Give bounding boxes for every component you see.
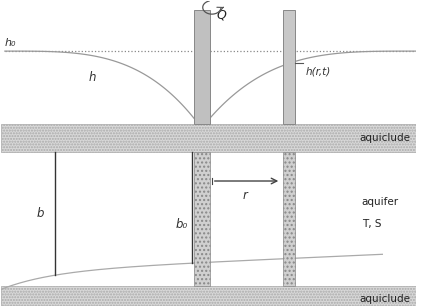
Bar xyxy=(194,10,210,124)
Text: aquiclude: aquiclude xyxy=(360,133,411,143)
Text: h: h xyxy=(88,71,96,84)
Text: r: r xyxy=(243,188,248,202)
Bar xyxy=(194,152,210,286)
Text: aquiclude: aquiclude xyxy=(360,294,411,304)
Bar xyxy=(1,124,415,152)
Text: b: b xyxy=(37,207,44,220)
Bar xyxy=(1,286,415,306)
Text: Q: Q xyxy=(216,8,226,21)
Bar xyxy=(283,152,295,286)
Text: T, S: T, S xyxy=(362,219,381,229)
Bar xyxy=(283,10,295,124)
Text: aquifer: aquifer xyxy=(362,197,399,208)
Text: h(r,t): h(r,t) xyxy=(305,66,330,76)
Text: h₀: h₀ xyxy=(5,38,16,48)
Text: b₀: b₀ xyxy=(176,218,188,231)
